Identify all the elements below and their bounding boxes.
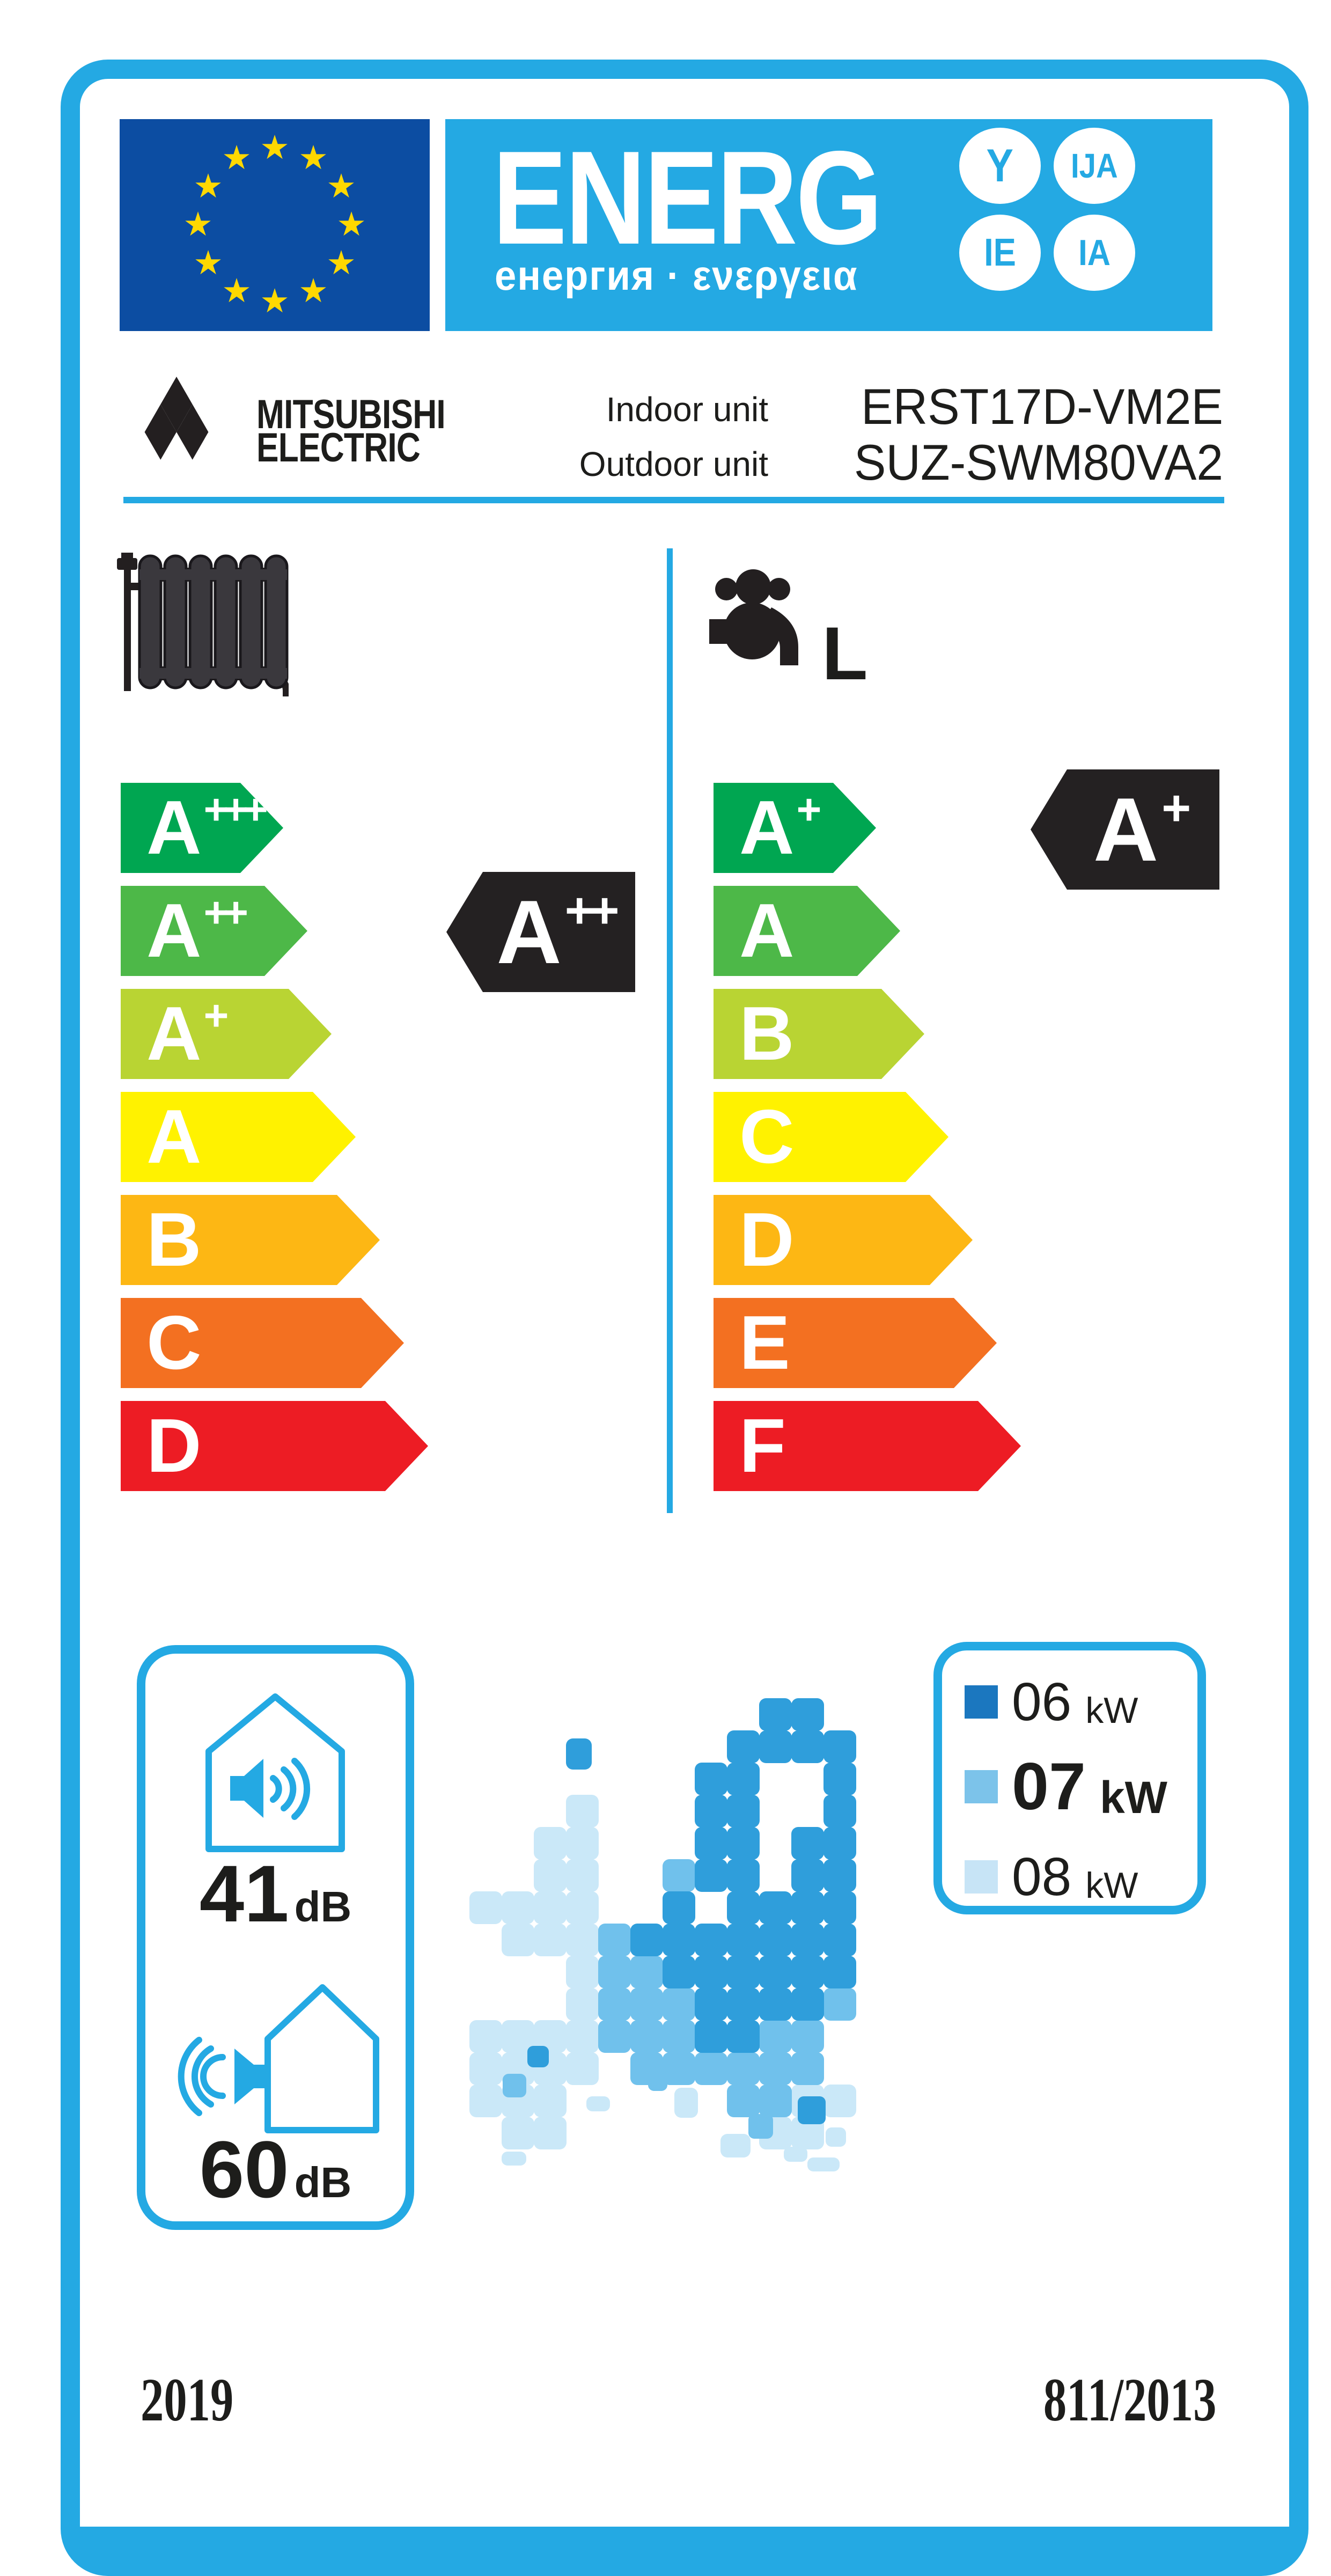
brand-line1: MITSUBISHI: [256, 392, 446, 437]
energ-banner: ENERG енергия · ενεργεια Y IJA IE IA: [445, 119, 1212, 331]
mitsubishi-three-diamond-icon: [129, 376, 224, 473]
capacity-legend-box: 06 kW 07 kW 08 kW: [933, 1642, 1206, 1914]
capacity-row-07: 07 kW: [965, 1753, 1167, 1820]
eu-star: ★: [193, 244, 223, 282]
outdoor-sound-icon: [173, 1976, 384, 2137]
brand-name: MITSUBISHI ELECTRIC: [256, 392, 446, 471]
capacity-row-08: 08 kW: [965, 1850, 1138, 1904]
space-class-arrow-a: A: [121, 1092, 356, 1182]
sound-power-box: 41 dB 60 dB: [137, 1645, 414, 2230]
capacity-swatch-average: [965, 1770, 998, 1803]
column-divider: [667, 548, 673, 1513]
space-class-arrow-b: B: [121, 1195, 380, 1285]
brand-line2: ELECTRIC: [256, 425, 421, 471]
capacity-row-06: 06 kW: [965, 1675, 1138, 1729]
energ-word: ENERG: [492, 123, 883, 272]
eu-star: ★: [183, 206, 213, 243]
space-class-arrow-a+++: A +++: [121, 783, 283, 873]
outdoor-noise-value: 60 dB: [199, 2124, 352, 2214]
eu-star: ★: [298, 139, 328, 177]
outdoor-model: SUZ-SWM80VA2: [854, 434, 1223, 490]
eu-star: ★: [326, 167, 356, 205]
regulation-number: 811/2013: [1043, 2366, 1216, 2434]
eu-star: ★: [222, 272, 252, 310]
model-numbers: ERST17D-VM2E SUZ-SWM80VA2: [832, 379, 1223, 490]
energ-subtitle: енергия · ενεργεια: [495, 252, 858, 299]
radiator-space-heating-icon: [117, 552, 289, 696]
water-class-arrow-b: B: [714, 989, 924, 1079]
label-year: 2019: [141, 2366, 234, 2434]
eu-star: ★: [326, 244, 356, 282]
indoor-unit-label: Indoor unit: [606, 390, 768, 429]
load-profile-letter: L: [822, 611, 868, 695]
eu-star: ★: [298, 272, 328, 310]
energ-suffix-y: Y: [959, 128, 1041, 204]
water-class-arrow-c: C: [714, 1092, 948, 1182]
eu-flag: ★ ★ ★ ★ ★ ★ ★ ★ ★ ★ ★ ★: [120, 119, 430, 331]
header-divider: [123, 497, 1224, 503]
unit-labels: Indoor unit Outdoor unit: [526, 382, 768, 491]
space-heating-rating-arrow: A ++: [446, 872, 635, 992]
space-class-arrow-c: C: [121, 1298, 404, 1388]
energ-suffix-ie: IE: [959, 215, 1041, 291]
capacity-swatch-warm: [965, 1860, 998, 1894]
eu-star: ★: [260, 282, 290, 320]
space-class-arrow-a++: A ++: [121, 886, 307, 976]
outdoor-unit-label: Outdoor unit: [579, 445, 768, 483]
indoor-noise-value: 41 dB: [199, 1848, 352, 1939]
energ-suffix-ija: IJA: [1054, 128, 1135, 204]
tap-water-heating-icon: [709, 568, 801, 665]
eu-star: ★: [336, 206, 366, 243]
water-heating-rating-arrow: A +: [1031, 769, 1219, 890]
eu-star: ★: [222, 139, 252, 177]
water-class-arrow-e: E: [714, 1298, 997, 1388]
eu-star: ★: [260, 129, 290, 166]
space-class-arrow-d: D: [121, 1401, 428, 1491]
space-class-arrow-a+: A +: [121, 989, 332, 1079]
indoor-sound-icon: [201, 1689, 349, 1856]
indoor-model: ERST17D-VM2E: [861, 378, 1223, 435]
europe-climate-map: [469, 1698, 888, 2184]
energ-suffix-ia: IA: [1054, 215, 1135, 291]
capacity-swatch-cold: [965, 1685, 998, 1719]
eu-star: ★: [193, 167, 223, 205]
water-class-arrow-d: D: [714, 1195, 973, 1285]
water-class-arrow-a: A: [714, 886, 900, 976]
water-class-arrow-f: F: [714, 1401, 1021, 1491]
